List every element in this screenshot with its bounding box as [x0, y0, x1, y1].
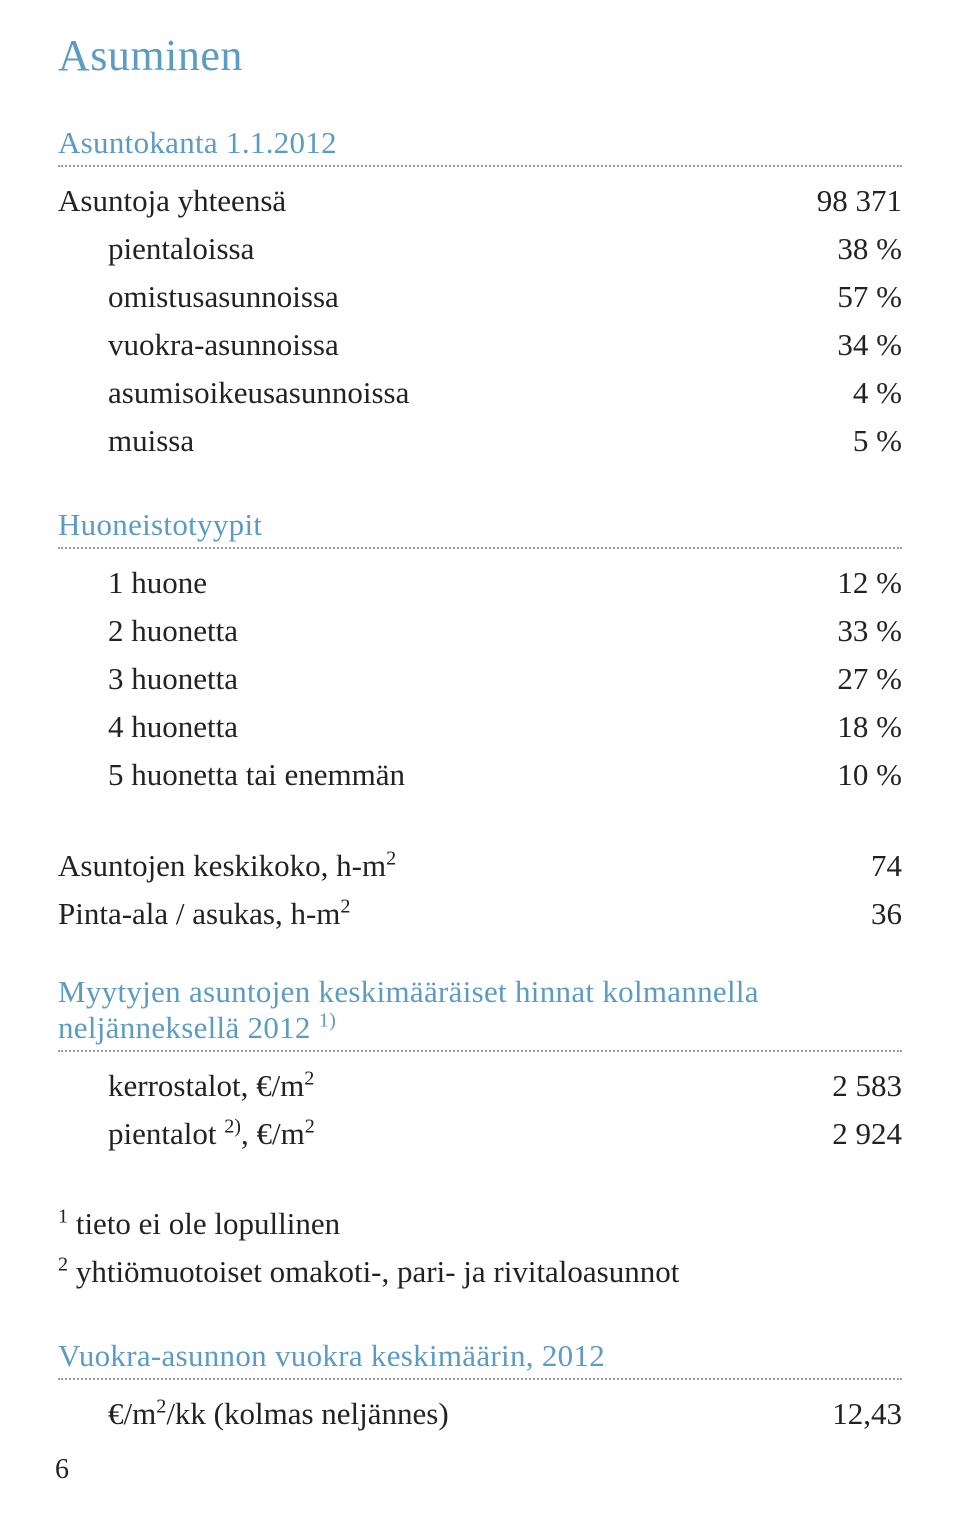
- row-label: asumisoikeusasunnoissa: [58, 369, 409, 417]
- section-vuokra: Vuokra-asunnon vuokra keskimäärin, 2012 …: [58, 1338, 902, 1438]
- row-value: 2 924: [772, 1110, 902, 1158]
- row-label: 4 huonetta: [58, 703, 238, 751]
- table-row: Pinta-ala / asukas, h-m2 36: [58, 890, 902, 938]
- section-title-huoneistotyypit: Huoneistotyypit: [58, 507, 902, 543]
- row-value: 10 %: [772, 751, 902, 799]
- table-row: kerrostalot, €/m2 2 583: [58, 1062, 902, 1110]
- row-label: €/m2/kk (kolmas neljännes): [58, 1390, 449, 1438]
- table-row: 4 huonetta 18 %: [58, 703, 902, 751]
- row-value: 33 %: [772, 607, 902, 655]
- table-row: Asuntoja yhteensä 98 371: [58, 177, 902, 225]
- row-label: 1 huone: [58, 559, 207, 607]
- footnote-2: 2 yhtiömuotoiset omakoti-, pari- ja rivi…: [58, 1248, 902, 1296]
- row-label: 3 huonetta: [58, 655, 238, 703]
- row-label: pientaloissa: [58, 225, 254, 273]
- row-value: 98 371: [772, 177, 902, 225]
- table-row: vuokra-asunnoissa 34 %: [58, 321, 902, 369]
- divider: [58, 1050, 902, 1052]
- section-keskikoko: Asuntojen keskikoko, h-m2 74 Pinta-ala /…: [58, 842, 902, 938]
- table-row: 1 huone 12 %: [58, 559, 902, 607]
- section-huoneistotyypit: Huoneistotyypit 1 huone 12 % 2 huonetta …: [58, 507, 902, 799]
- row-label: vuokra-asunnoissa: [58, 321, 339, 369]
- section-asuntokanta: Asuntokanta 1.1.2012 Asuntoja yhteensä 9…: [58, 125, 902, 465]
- row-value: 12,43: [772, 1390, 902, 1438]
- footnote-1: 1 tieto ei ole lopullinen: [58, 1200, 902, 1248]
- row-value: 34 %: [772, 321, 902, 369]
- row-value: 36: [772, 890, 902, 938]
- table-row: 3 huonetta 27 %: [58, 655, 902, 703]
- table-row: €/m2/kk (kolmas neljännes) 12,43: [58, 1390, 902, 1438]
- row-label: Asuntojen keskikoko, h-m2: [58, 842, 396, 890]
- table-row: 2 huonetta 33 %: [58, 607, 902, 655]
- row-label: 2 huonetta: [58, 607, 238, 655]
- row-label: Pinta-ala / asukas, h-m2: [58, 890, 350, 938]
- row-label: 5 huonetta tai enemmän: [58, 751, 405, 799]
- row-value: 18 %: [772, 703, 902, 751]
- table-row: muissa 5 %: [58, 417, 902, 465]
- divider: [58, 1378, 902, 1380]
- table-row: Asuntojen keskikoko, h-m2 74: [58, 842, 902, 890]
- row-value: 74: [772, 842, 902, 890]
- row-value: 5 %: [772, 417, 902, 465]
- page-number: 6: [55, 1454, 69, 1486]
- table-row: pientalot 2), €/m2 2 924: [58, 1110, 902, 1158]
- table-row: pientaloissa 38 %: [58, 225, 902, 273]
- section-myytyjen: Myytyjen asuntojen keskimääräiset hinnat…: [58, 974, 902, 1158]
- row-value: 2 583: [772, 1062, 902, 1110]
- row-label: muissa: [58, 417, 194, 465]
- section-title-asuntokanta: Asuntokanta 1.1.2012: [58, 125, 902, 161]
- row-label: pientalot 2), €/m2: [58, 1110, 315, 1158]
- row-value: 38 %: [772, 225, 902, 273]
- row-value: 4 %: [772, 369, 902, 417]
- divider: [58, 547, 902, 549]
- footnotes: 1 tieto ei ole lopullinen 2 yhtiömuotois…: [58, 1200, 902, 1296]
- page-title: Asuminen: [58, 30, 902, 81]
- divider: [58, 165, 902, 167]
- row-label: Asuntoja yhteensä: [58, 177, 286, 225]
- row-value: 57 %: [772, 273, 902, 321]
- table-row: 5 huonetta tai enemmän 10 %: [58, 751, 902, 799]
- table-row: omistusasunnoissa 57 %: [58, 273, 902, 321]
- table-row: asumisoikeusasunnoissa 4 %: [58, 369, 902, 417]
- row-value: 27 %: [772, 655, 902, 703]
- row-value: 12 %: [772, 559, 902, 607]
- section-title-myytyjen: Myytyjen asuntojen keskimääräiset hinnat…: [58, 974, 902, 1046]
- section-title-vuokra: Vuokra-asunnon vuokra keskimäärin, 2012: [58, 1338, 902, 1374]
- row-label: kerrostalot, €/m2: [58, 1062, 314, 1110]
- row-label: omistusasunnoissa: [58, 273, 339, 321]
